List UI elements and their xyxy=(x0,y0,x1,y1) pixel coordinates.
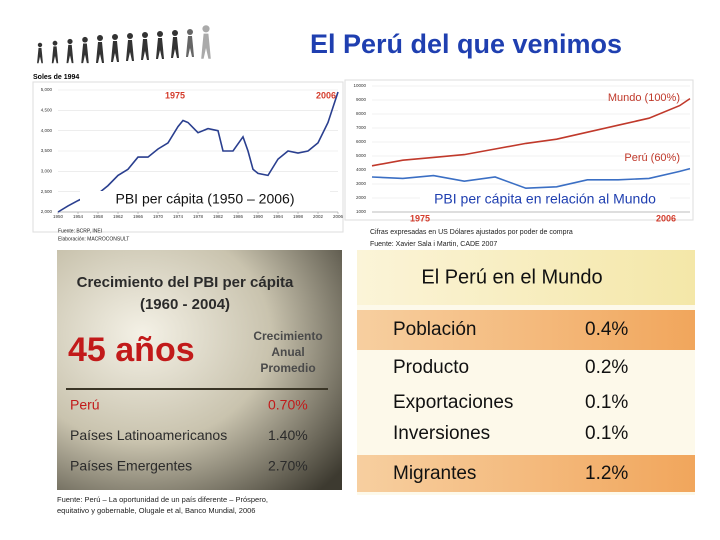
y-tick-label: 1000 xyxy=(356,209,367,214)
row-value: 0.1% xyxy=(585,423,628,444)
annotation: 2006 xyxy=(656,213,676,223)
source-note: Cifras expresadas en US Dólares ajustado… xyxy=(370,229,573,236)
row-highlight xyxy=(357,310,695,350)
row-value: 0.2% xyxy=(585,357,628,378)
row-label: Migrantes xyxy=(393,463,476,484)
chart-caption: PBI per cápita en relación al Mundo xyxy=(434,191,656,207)
x-tick-label: 1982 xyxy=(213,214,224,219)
y-tick-label: 3,000 xyxy=(41,169,53,174)
column-header: Crecimiento xyxy=(253,329,322,343)
y-tick-label: 9000 xyxy=(356,97,367,102)
x-tick-label: 1994 xyxy=(273,214,284,219)
y-tick-label: 5,000 xyxy=(41,87,53,92)
row-label: Países Latinoamericanos xyxy=(70,427,227,443)
row-highlight xyxy=(357,455,695,492)
row-value: 2.70% xyxy=(268,458,308,474)
y-tick-label: 6000 xyxy=(356,139,367,144)
evolution-figures xyxy=(37,25,211,64)
panel-title: El Perú en el Mundo xyxy=(421,266,602,288)
y-axis-title: Soles de 1994 xyxy=(33,74,79,81)
annotation: 2006 xyxy=(316,90,336,100)
row-label: Países Emergentes xyxy=(70,458,192,474)
line-series xyxy=(371,97,691,167)
series-label: Perú (60%) xyxy=(624,152,680,164)
row-value: 0.4% xyxy=(585,319,628,340)
y-tick-label: 3,500 xyxy=(41,148,53,153)
x-tick-label: 2002 xyxy=(313,214,324,219)
period: 45 años xyxy=(68,331,195,369)
x-tick-label: 1970 xyxy=(153,214,164,219)
caption-bg xyxy=(80,191,330,209)
annotation: 1975 xyxy=(410,213,430,223)
table-title: Crecimiento del PBI per cápita xyxy=(77,274,294,291)
x-tick-label: 1974 xyxy=(173,214,184,219)
row-value: 0.1% xyxy=(585,392,628,413)
source-note: Fuente: Xavier Sala i Martin, CADE 2007 xyxy=(370,241,497,248)
x-tick-label: 1978 xyxy=(193,214,204,219)
table-title: (1960 - 2004) xyxy=(140,296,230,313)
slide-title: El Perú del que venimos xyxy=(310,29,622,59)
x-tick-label: 1986 xyxy=(233,214,244,219)
column-header: Anual xyxy=(271,345,304,359)
chart-background xyxy=(32,81,344,233)
x-tick-label: 1950 xyxy=(53,214,64,219)
line-series xyxy=(371,167,691,190)
divider xyxy=(66,388,328,390)
caption-bg xyxy=(420,191,670,209)
world-title-box xyxy=(357,250,695,305)
x-tick-label: 2006 xyxy=(333,214,344,219)
growth-panel xyxy=(57,250,342,490)
y-tick-label: 5000 xyxy=(356,153,367,158)
x-tick-label: 1966 xyxy=(133,214,144,219)
row-label: Inversiones xyxy=(393,423,490,444)
row-label: Exportaciones xyxy=(393,392,513,413)
source-note: Fuente: BCRP, INEI xyxy=(58,228,102,234)
y-tick-label: 2,500 xyxy=(41,189,53,194)
column-header: Promedio xyxy=(260,361,315,375)
y-tick-label: 2,000 xyxy=(41,209,53,214)
x-tick-label: 1958 xyxy=(93,214,104,219)
y-tick-label: 7000 xyxy=(356,125,367,130)
y-tick-label: 10000 xyxy=(353,83,366,88)
row-label: Población xyxy=(393,319,476,340)
annotation: 1975 xyxy=(165,90,185,100)
row-label: Producto xyxy=(393,357,469,378)
x-tick-label: 1998 xyxy=(293,214,304,219)
series-label: Mundo (100%) xyxy=(608,92,680,104)
line-series xyxy=(57,91,339,213)
y-tick-label: 4,500 xyxy=(41,108,53,113)
source-note: equitativo y gobernable, Olugale et al, … xyxy=(57,506,255,515)
x-tick-label: 1962 xyxy=(113,214,124,219)
y-tick-label: 8000 xyxy=(356,111,367,116)
source-note: Elaboración: MACROCONSULT xyxy=(58,236,129,242)
x-tick-label: 1954 xyxy=(73,214,84,219)
x-tick-label: 1990 xyxy=(253,214,264,219)
y-tick-label: 4000 xyxy=(356,167,367,172)
row-value: 1.2% xyxy=(585,463,628,484)
row-label: Perú xyxy=(70,397,100,413)
chart-caption: PBI per cápita (1950 – 2006) xyxy=(115,191,294,207)
y-tick-label: 3000 xyxy=(356,181,367,186)
source-note: Fuente: Perú – La oportunidad de un país… xyxy=(57,495,268,504)
y-tick-label: 4,000 xyxy=(41,128,53,133)
row-value: 1.40% xyxy=(268,427,308,443)
row-value: 0.70% xyxy=(268,397,308,413)
y-tick-label: 2000 xyxy=(356,195,367,200)
